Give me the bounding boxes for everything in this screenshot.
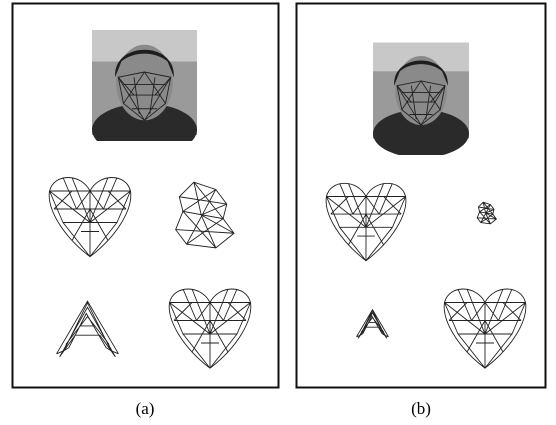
face-photo [373, 43, 469, 158]
mesh-side [176, 182, 234, 248]
figure: (a) (b) [0, 0, 556, 425]
mesh-oblique [169, 289, 251, 368]
mesh-frontal [326, 183, 406, 260]
mesh-top [357, 310, 389, 339]
page: (a) (b) (() => { const data = JSON.parse… [0, 0, 556, 425]
mesh-side [477, 202, 496, 224]
mesh-frontal [49, 178, 131, 257]
caption: (a) [136, 399, 155, 418]
mesh-top [57, 301, 119, 357]
caption: (b) [411, 399, 431, 418]
face-photo [92, 30, 197, 156]
mesh-oblique [444, 289, 526, 368]
